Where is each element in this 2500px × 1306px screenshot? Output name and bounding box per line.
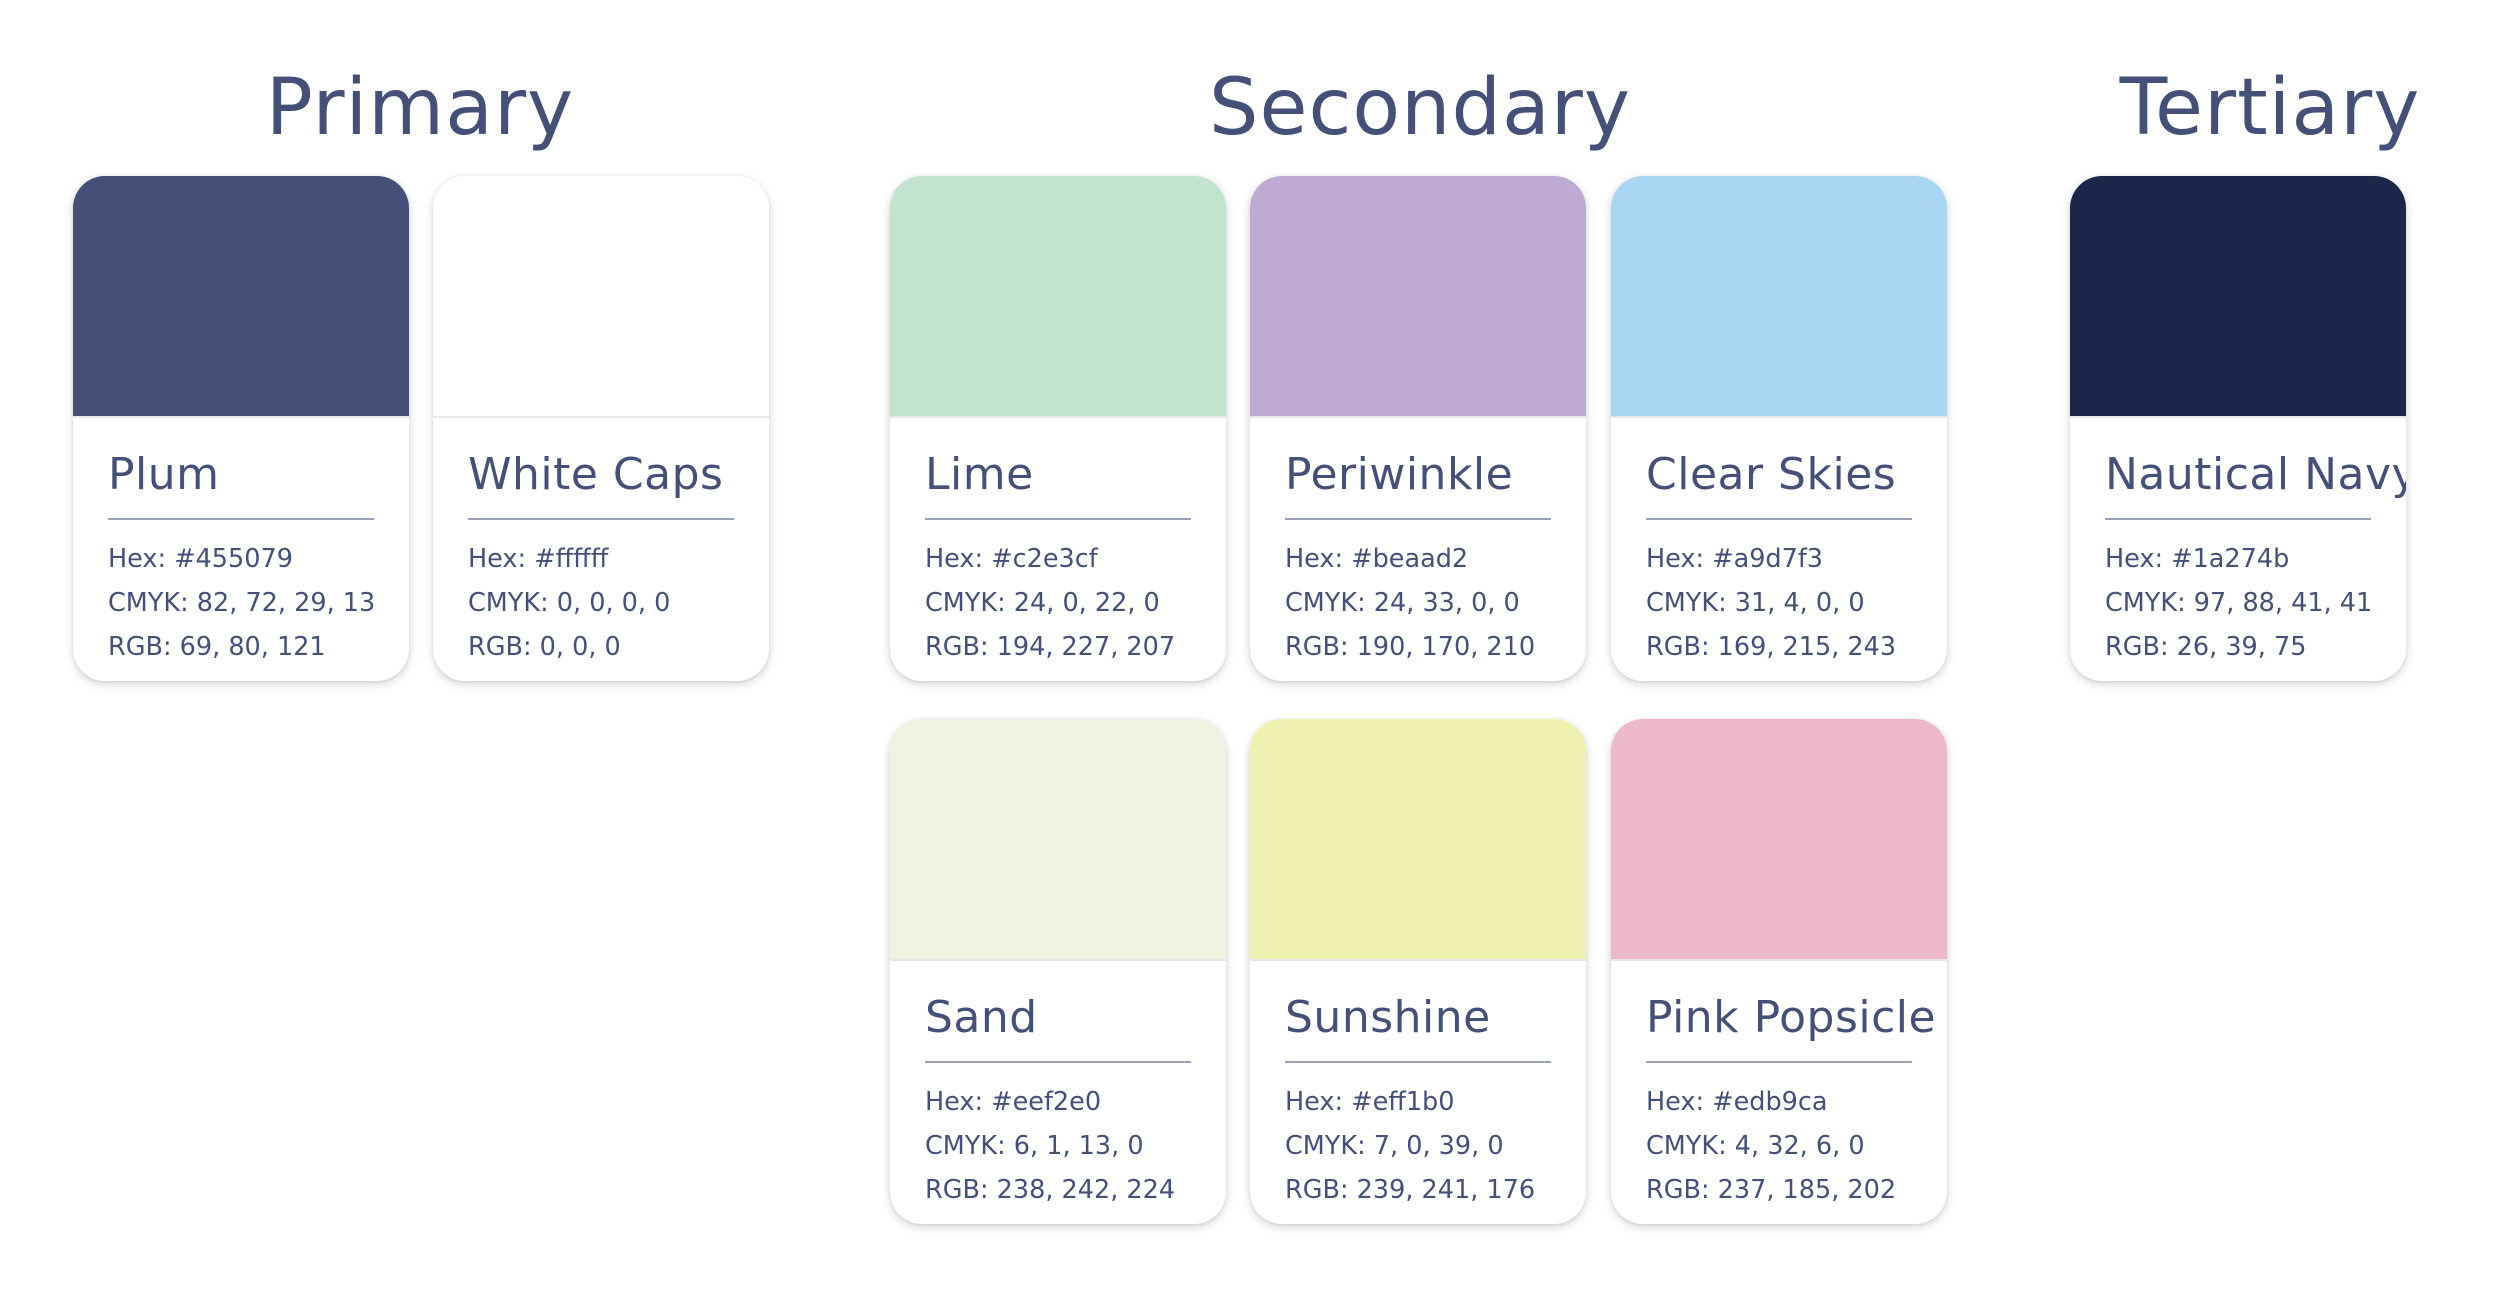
color-name: White Caps <box>468 442 734 520</box>
hex-value: Hex: #1a274b <box>2105 544 2290 574</box>
rgb-value: RGB: 69, 80, 121 <box>108 632 326 662</box>
color-name: Pink Popsicle <box>1646 985 1936 1063</box>
color-name: Sunshine <box>1285 985 1551 1063</box>
hex-value: Hex: #a9d7f3 <box>1646 544 1824 574</box>
hex-value: Hex: #455079 <box>108 544 293 574</box>
swatch-card-sand: Sand Hex: #eef2e0 CMYK: 6, 1, 13, 0 RGB:… <box>890 719 1226 1224</box>
hex-value: Hex: #ffffff <box>468 544 609 574</box>
swatch-card-nautical-navy: Nautical Navy Hex: #1a274b CMYK: 97, 88,… <box>2070 176 2406 681</box>
color-swatch <box>1611 719 1947 961</box>
swatch-card-sunshine: Sunshine Hex: #eff1b0 CMYK: 7, 0, 39, 0 … <box>1250 719 1586 1224</box>
swatch-card-periwinkle: Periwinkle Hex: #beaad2 CMYK: 24, 33, 0,… <box>1250 176 1586 681</box>
color-name: Periwinkle <box>1285 442 1551 520</box>
color-name: Plum <box>108 442 374 520</box>
color-swatch <box>1250 719 1586 961</box>
tertiary-heading: Tertiary <box>2119 63 2421 153</box>
cmyk-value: CMYK: 31, 4, 0, 0 <box>1646 588 1865 618</box>
hex-value: Hex: #c2e3cf <box>925 544 1098 574</box>
color-swatch <box>890 176 1226 418</box>
cmyk-value: CMYK: 7, 0, 39, 0 <box>1285 1131 1504 1161</box>
hex-value: Hex: #edb9ca <box>1646 1087 1828 1117</box>
rgb-value: RGB: 169, 215, 243 <box>1646 632 1897 662</box>
color-swatch <box>890 719 1226 961</box>
primary-heading: Primary <box>265 63 575 153</box>
color-name: Clear Skies <box>1646 442 1912 520</box>
rgb-value: RGB: 237, 185, 202 <box>1646 1175 1897 1205</box>
swatch-card-white-caps: White Caps Hex: #ffffff CMYK: 0, 0, 0, 0… <box>433 176 769 681</box>
hex-value: Hex: #beaad2 <box>1285 544 1469 574</box>
swatch-card-pink-popsicle: Pink Popsicle Hex: #edb9ca CMYK: 4, 32, … <box>1611 719 1947 1224</box>
swatch-card-lime: Lime Hex: #c2e3cf CMYK: 24, 0, 22, 0 RGB… <box>890 176 1226 681</box>
cmyk-value: CMYK: 97, 88, 41, 41 <box>2105 588 2373 618</box>
cmyk-value: CMYK: 82, 72, 29, 13 <box>108 588 376 618</box>
rgb-value: RGB: 239, 241, 176 <box>1285 1175 1536 1205</box>
rgb-value: RGB: 190, 170, 210 <box>1285 632 1536 662</box>
rgb-value: RGB: 0, 0, 0 <box>468 632 621 662</box>
hex-value: Hex: #eff1b0 <box>1285 1087 1455 1117</box>
color-swatch <box>2070 176 2406 418</box>
rgb-value: RGB: 26, 39, 75 <box>2105 632 2307 662</box>
cmyk-value: CMYK: 24, 33, 0, 0 <box>1285 588 1520 618</box>
rgb-value: RGB: 238, 242, 224 <box>925 1175 1176 1205</box>
swatch-card-plum: Plum Hex: #455079 CMYK: 82, 72, 29, 13 R… <box>73 176 409 681</box>
color-name: Sand <box>925 985 1191 1063</box>
color-swatch <box>433 176 769 418</box>
swatch-card-clear-skies: Clear Skies Hex: #a9d7f3 CMYK: 31, 4, 0,… <box>1611 176 1947 681</box>
color-swatch <box>1250 176 1586 418</box>
rgb-value: RGB: 194, 227, 207 <box>925 632 1176 662</box>
cmyk-value: CMYK: 24, 0, 22, 0 <box>925 588 1160 618</box>
color-name: Nautical Navy <box>2105 442 2406 520</box>
hex-value: Hex: #eef2e0 <box>925 1087 1102 1117</box>
cmyk-value: CMYK: 0, 0, 0, 0 <box>468 588 671 618</box>
color-name: Lime <box>925 442 1191 520</box>
secondary-heading: Secondary <box>1208 63 1632 153</box>
color-swatch <box>73 176 409 418</box>
cmyk-value: CMYK: 6, 1, 13, 0 <box>925 1131 1144 1161</box>
cmyk-value: CMYK: 4, 32, 6, 0 <box>1646 1131 1865 1161</box>
color-swatch <box>1611 176 1947 418</box>
